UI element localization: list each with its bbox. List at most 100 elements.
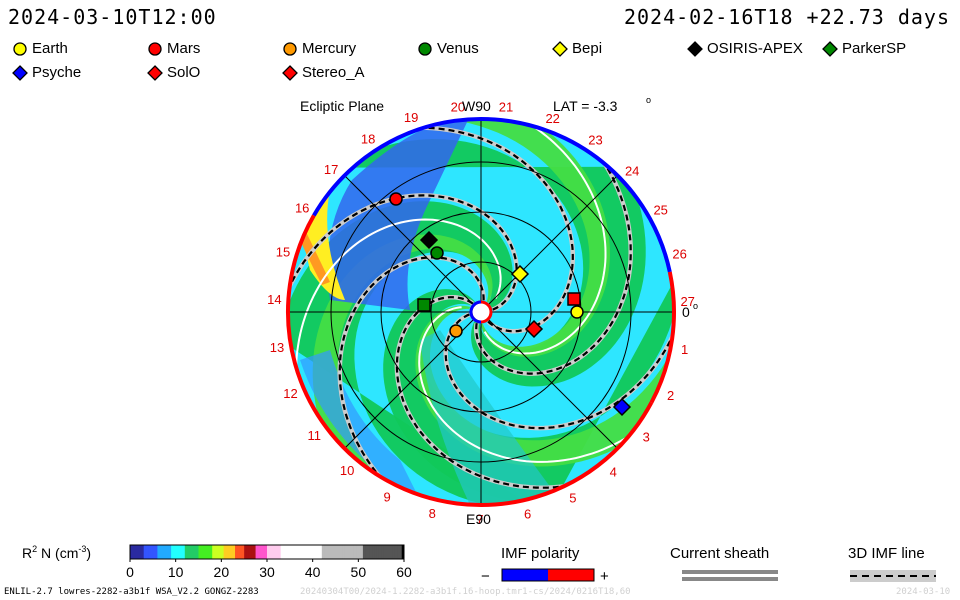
carrington-tick-5: 5: [569, 491, 576, 506]
legend-item-bepi: Bepi: [552, 40, 602, 57]
footer-right: 2024-03-10: [896, 587, 951, 597]
legend-label: OSIRIS-APEX: [707, 40, 803, 57]
diamond-marker-icon: [687, 40, 703, 57]
latitude-label: LAT = -3.3: [553, 98, 618, 114]
body-solo: [524, 319, 544, 339]
circle-marker-icon: [418, 41, 432, 56]
legend-label: Bepi: [572, 40, 603, 57]
diamond-marker-icon: [552, 40, 568, 57]
carrington-tick-2: 2: [667, 388, 674, 403]
diamond-marker-icon: [12, 64, 28, 81]
carrington-tick-25: 25: [653, 202, 667, 217]
model-time: 2024-03-10T12:00: [8, 5, 217, 29]
carrington-tick-26: 26: [672, 247, 686, 262]
legend-item-psyche: Psyche: [12, 64, 81, 81]
colorbar-tick-0: 0: [126, 564, 134, 580]
imf-plus: +: [600, 568, 609, 585]
carrington-tick-21: 21: [499, 100, 513, 115]
imf3d-title: 3D IMF line: [848, 545, 925, 562]
legend-label: SolO: [167, 64, 201, 81]
legend-label: ParkerSP: [842, 40, 907, 57]
colorbar-tick-60: 60: [396, 564, 412, 580]
carrington-tick-23: 23: [588, 133, 602, 148]
sheath-line-2: [682, 577, 778, 581]
colorbar: 0 10 20 30 40 50 60: [126, 544, 412, 580]
colorbar-tick-20: 20: [214, 564, 230, 580]
carrington-tick-19: 19: [404, 110, 418, 125]
right-degree: o: [693, 301, 698, 311]
circle-marker-icon: [283, 41, 297, 56]
colorbar-label: R2 N (cm-3): [22, 544, 91, 561]
carrington-tick-7: 7: [476, 512, 483, 527]
carrington-tick-1: 1: [681, 342, 688, 357]
legend-label: Stereo_A: [302, 64, 365, 81]
body-bepi: [510, 264, 530, 284]
top-label: W90: [462, 98, 491, 114]
carrington-tick-3: 3: [643, 430, 650, 445]
body-earth: [570, 305, 584, 319]
circle-marker-icon: [148, 41, 162, 56]
body-osiris-apex: [419, 230, 439, 250]
carrington-tick-10: 10: [340, 463, 354, 478]
carrington-tick-17: 17: [324, 162, 338, 177]
diamond-marker-icon: [822, 40, 838, 57]
carrington-tick-22: 22: [545, 111, 559, 126]
colorbar-tick-50: 50: [351, 564, 367, 580]
legend-item-osiris-apex: OSIRIS-APEX: [687, 40, 803, 57]
legend-item-parkersp: ParkerSP: [822, 40, 906, 57]
legend-item-mars: Mars: [147, 40, 200, 57]
carrington-tick-20: 20: [451, 99, 465, 114]
body-markers: [389, 192, 632, 417]
legend-label: Mercury: [302, 40, 357, 57]
right-label: 0: [682, 304, 690, 320]
colorbar-tick-10: 10: [168, 564, 184, 580]
circle-marker-icon: [13, 41, 27, 56]
plot-labels: Ecliptic Plane W90 E90 0 o LAT = -3.3 o: [300, 95, 698, 527]
polarity-negative-swatch: [502, 569, 548, 581]
legend-item-solo: SolO: [147, 64, 200, 81]
legend-item-venus: Venus: [417, 40, 479, 57]
footer-mid: 20240304T00/2024-1.2282-a3b1f.16-hoop.tm…: [300, 587, 631, 597]
body-stereo-a: [567, 292, 581, 306]
carrington-tick-15: 15: [276, 245, 290, 260]
imf-polarity-title: IMF polarity: [501, 545, 580, 562]
diamond-marker-icon: [282, 64, 298, 81]
diamond-marker-icon: [147, 64, 163, 81]
polarity-positive-swatch: [548, 569, 594, 581]
carrington-tick-9: 9: [383, 490, 390, 505]
carrington-tick-18: 18: [361, 132, 375, 147]
body-mars: [389, 192, 403, 206]
legend-item-stereo-a: Stereo_A: [282, 64, 365, 81]
body-venus: [430, 246, 444, 260]
footer-left: ENLIL-2.7 lowres-2282-a3b1f WSA_V2.2 GON…: [4, 587, 259, 597]
plot-title: Ecliptic Plane: [300, 98, 384, 114]
carrington-tick-4: 4: [610, 464, 617, 479]
polarity-rim: [286, 117, 676, 507]
colorbar-tick-40: 40: [305, 564, 321, 580]
colorbar-tick-30: 30: [259, 564, 275, 580]
carrington-tick-12: 12: [283, 386, 297, 401]
carrington-tick-8: 8: [429, 506, 436, 521]
latitude-degree: o: [646, 95, 651, 105]
legend-item-earth: Earth: [12, 40, 68, 57]
legend-label: Earth: [32, 40, 68, 57]
carrington-tick-11: 11: [308, 428, 322, 443]
bottom-label: E90: [466, 511, 491, 527]
carrington-tick-27: 27: [680, 294, 694, 309]
legend-label: Psyche: [32, 64, 82, 81]
imf-minus: −: [481, 568, 490, 585]
current-sheath-title: Current sheath: [670, 545, 769, 562]
legend-label: Venus: [437, 40, 479, 57]
body-psyche: [612, 397, 632, 417]
carrington-tick-24: 24: [625, 164, 639, 179]
carrington-tick-6: 6: [524, 507, 531, 522]
legend-label: Mars: [167, 40, 201, 57]
carrington-tick-16: 16: [295, 201, 309, 216]
body-parkersp: [417, 298, 431, 312]
reference-time: 2024-02-16T18 +22.73 days: [623, 5, 950, 29]
legend-item-mercury: Mercury: [282, 40, 356, 57]
carrington-tick-13: 13: [270, 340, 284, 355]
body-mercury: [449, 324, 463, 338]
